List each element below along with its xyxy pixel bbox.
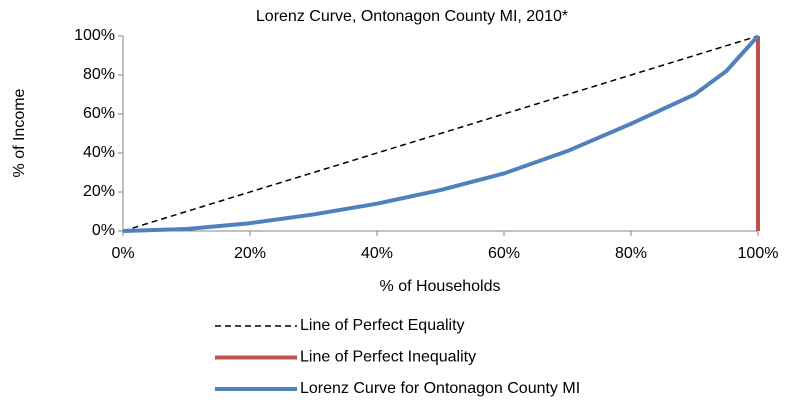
y-tick-label: 60% <box>83 105 115 122</box>
legend-label: Line of Perfect Inequality <box>300 349 476 366</box>
series-line <box>122 35 759 232</box>
y-tick-label: 20% <box>83 183 115 200</box>
series-line <box>122 34 760 233</box>
x-tick-label: 20% <box>234 245 266 262</box>
y-tick-label: 80% <box>83 66 115 83</box>
y-tick-label: 40% <box>83 144 115 161</box>
legend-label: Lorenz Curve for Ontonagon County MI <box>300 380 580 397</box>
y-tick-label: 0% <box>92 222 115 239</box>
x-tick-label: 60% <box>488 245 520 262</box>
legend-label: Line of Perfect Equality <box>300 317 465 334</box>
y-axis-label: % of Income <box>11 88 28 177</box>
x-tick-label: 80% <box>615 245 647 262</box>
chart-title: Lorenz Curve, Ontonagon County MI, 2010* <box>256 8 568 25</box>
x-tick-label: 40% <box>361 245 393 262</box>
y-tick-label: 100% <box>74 27 115 44</box>
x-tick-label: 0% <box>111 245 134 262</box>
x-axis-label: % of Households <box>380 278 501 295</box>
x-tick-label: 100% <box>738 245 779 262</box>
